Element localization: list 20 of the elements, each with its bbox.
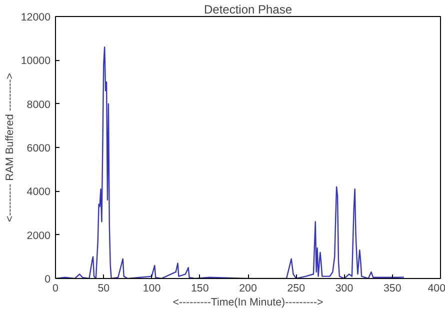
x-tick-label: 250 xyxy=(287,282,306,294)
y-tick-label: 10000 xyxy=(20,55,51,68)
x-axis-title: <---------Time(In Minute)---------> xyxy=(172,296,324,308)
x-tick-label: 400 xyxy=(428,282,445,294)
x-tick-label: 150 xyxy=(190,282,209,294)
y-tick-label: 0 xyxy=(44,274,51,286)
line-series xyxy=(56,46,405,278)
chart-title: Detection Phase xyxy=(204,2,292,16)
y-axis-title: <--------- RAM Buffered ---------> xyxy=(4,73,16,222)
x-tick-label: 300 xyxy=(335,282,354,294)
x-tick-label: 100 xyxy=(142,282,161,294)
x-tick-label: 200 xyxy=(239,282,257,294)
y-tick-label: 12000 xyxy=(20,12,51,24)
y-tick-label: 4000 xyxy=(26,186,51,198)
y-tick-label: 2000 xyxy=(26,230,51,242)
y-tick-label: 6000 xyxy=(26,142,51,154)
x-tick-label: 50 xyxy=(98,282,110,294)
x-tick-label: 350 xyxy=(383,282,402,294)
y-tick-label: 8000 xyxy=(26,98,51,111)
x-tick-label: 0 xyxy=(52,282,59,294)
